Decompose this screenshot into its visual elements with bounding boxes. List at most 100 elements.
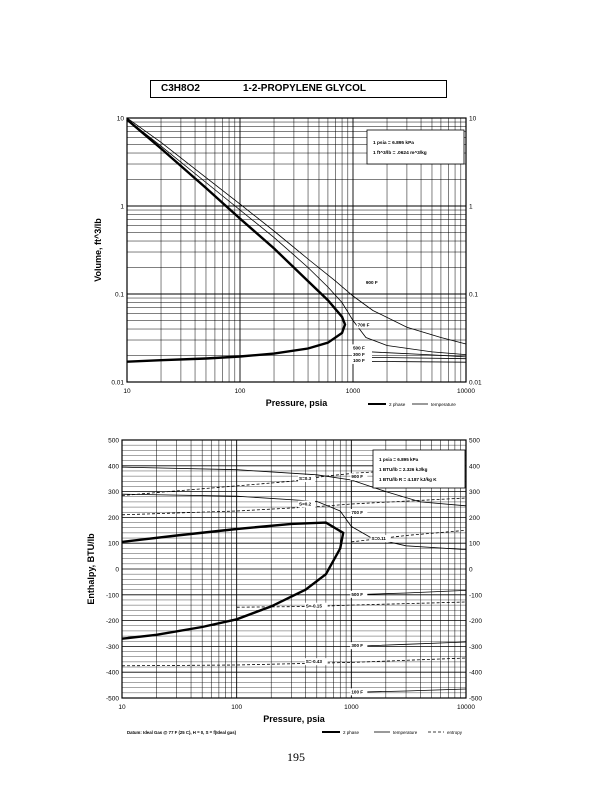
x-tick-label: 10: [123, 388, 131, 395]
notes-box: [366, 129, 465, 165]
x-tick-label: 10: [118, 704, 126, 711]
y-tick-label-left: -400: [106, 670, 119, 677]
y-tick-label-right: -500: [469, 696, 482, 703]
compound-name: 1-2-PROPYLENE GLYCOL: [243, 83, 366, 94]
conversion-note: 1 psia = 6.895 kPa: [379, 457, 419, 462]
series-100-f-line: [351, 688, 467, 693]
y-tick-label-right: 0: [469, 567, 473, 574]
series-s-0-11-line: [351, 529, 467, 543]
legend-label: temperature: [393, 730, 418, 735]
y-tick-label-left: 300: [108, 489, 119, 496]
legend-label: temperature: [431, 402, 456, 407]
page-number: 195: [287, 750, 305, 764]
curve-label-bg: [350, 509, 368, 517]
curve-label-bg: [352, 350, 372, 358]
curve-label-bg: [350, 642, 368, 650]
curve-label-bg: [350, 473, 368, 481]
curve-label: 300 F: [351, 643, 363, 648]
y-tick-label-left: 400: [108, 463, 119, 470]
y-tick-label-right: -400: [469, 670, 482, 677]
y-tick-label-right: 100: [469, 541, 480, 548]
legend-label: entropy: [447, 730, 463, 735]
x-axis-label: Pressure, psia: [266, 398, 329, 408]
y-tick-label-left: 0.01: [111, 380, 124, 387]
curve-label: 100 F: [351, 689, 363, 694]
y-tick-label-left: 0: [115, 567, 119, 574]
y-tick-label-left: 0.1: [115, 292, 124, 299]
curve-label-bg: [298, 474, 316, 482]
y-tick-label-left: 100: [108, 541, 119, 548]
x-tick-label: 1000: [344, 704, 359, 711]
series-900-f-line: [126, 117, 467, 345]
curve-label: 700 F: [358, 322, 370, 327]
x-tick-label: 100: [231, 704, 242, 711]
curve-label: 700 F: [351, 510, 363, 515]
plot-frame: [126, 117, 467, 383]
curve-label: 500 F: [353, 345, 365, 350]
y-tick-label-right: 0.1: [469, 292, 478, 299]
curve-label-bg: [304, 658, 328, 666]
y-tick-label-right: -100: [469, 592, 482, 599]
y-tick-label-left: 500: [108, 438, 119, 445]
x-axis-label: Pressure, psia: [263, 714, 326, 724]
y-tick-label-left: -100: [106, 592, 119, 599]
conversion-note: 1 BTU/lb = 2.326 kJ/kg: [379, 467, 428, 472]
y-tick-label-left: 10: [117, 116, 125, 123]
curve-label: S=0.3: [299, 476, 312, 481]
y-tick-label-right: 0.01: [469, 380, 482, 387]
series-700-f-line: [126, 118, 467, 355]
series-700-f-line: [121, 493, 467, 550]
plot-frame: [121, 439, 467, 699]
datum-footnote: Datum: Ideal Gas @ 77 F (25 C), H = 0, S…: [127, 730, 237, 735]
curve-label-bg: [350, 590, 368, 598]
curve-label: S=0.2: [299, 502, 312, 507]
curve-label: S=-0.15: [306, 604, 323, 609]
y-tick-label-left: -200: [106, 618, 119, 625]
notes-box: [372, 449, 466, 489]
curve-label-bg: [364, 278, 385, 286]
y-tick-label-right: -200: [469, 618, 482, 625]
curve-label-bg: [298, 500, 316, 508]
conversion-note: 1 ft^3/lb = .0624 m^3/kg: [373, 150, 427, 156]
curve-label: 300 F: [353, 352, 365, 357]
series-s-0-43-line: [121, 657, 467, 667]
curve-label: 900 F: [366, 280, 378, 285]
conversion-note: 1 BTU/lb R = 4.187 kJ/kg K: [379, 477, 437, 482]
y-axis-label: Volume, ft^3/lb: [93, 218, 103, 282]
y-tick-label-right: 500: [469, 438, 480, 445]
y-tick-label-left: 200: [108, 515, 119, 522]
y-tick-label-right: 300: [469, 489, 480, 496]
curve-label: 100 F: [353, 358, 365, 363]
y-tick-label-left: -300: [106, 644, 119, 651]
x-tick-label: 100: [235, 388, 246, 395]
curve-label: 900 F: [351, 474, 363, 479]
curve-label: S=-0.43: [306, 659, 323, 664]
legend-label: 2 phase: [389, 402, 406, 407]
curve-label-bg: [350, 688, 368, 696]
y-tick-label-right: -300: [469, 644, 482, 651]
y-tick-label-right: 10: [469, 116, 477, 123]
curve-label-bg: [370, 535, 391, 543]
x-tick-label: 1000: [346, 388, 361, 395]
curve-label-bg: [304, 602, 328, 610]
y-tick-label-left: 1: [120, 204, 124, 211]
y-tick-label-right: 400: [469, 463, 480, 470]
x-tick-label: 10000: [457, 704, 475, 711]
series-s-0-2-line: [121, 497, 467, 516]
curve-label-bg: [356, 321, 377, 329]
curve-label-bg: [352, 356, 372, 364]
curve-label: 500 F: [351, 592, 363, 597]
series-s-0-15-line: [236, 601, 467, 608]
series-300-f-line: [351, 641, 467, 647]
curve-label-bg: [352, 344, 372, 352]
series-2-phase-line: [126, 118, 347, 363]
y-tick-label-right: 1: [469, 204, 473, 211]
y-tick-label-left: -500: [106, 696, 119, 703]
series-500-f-line: [351, 590, 467, 596]
y-axis-label: Enthalpy, BTU/lb: [86, 533, 96, 605]
chart-title-box: C3H8O2 1-2-PROPYLENE GLYCOL: [150, 80, 447, 98]
compound-formula: C3H8O2: [161, 83, 200, 94]
series-2-phase-line: [121, 521, 345, 640]
conversion-note: 1 psia = 6.895 kPa: [373, 140, 414, 146]
